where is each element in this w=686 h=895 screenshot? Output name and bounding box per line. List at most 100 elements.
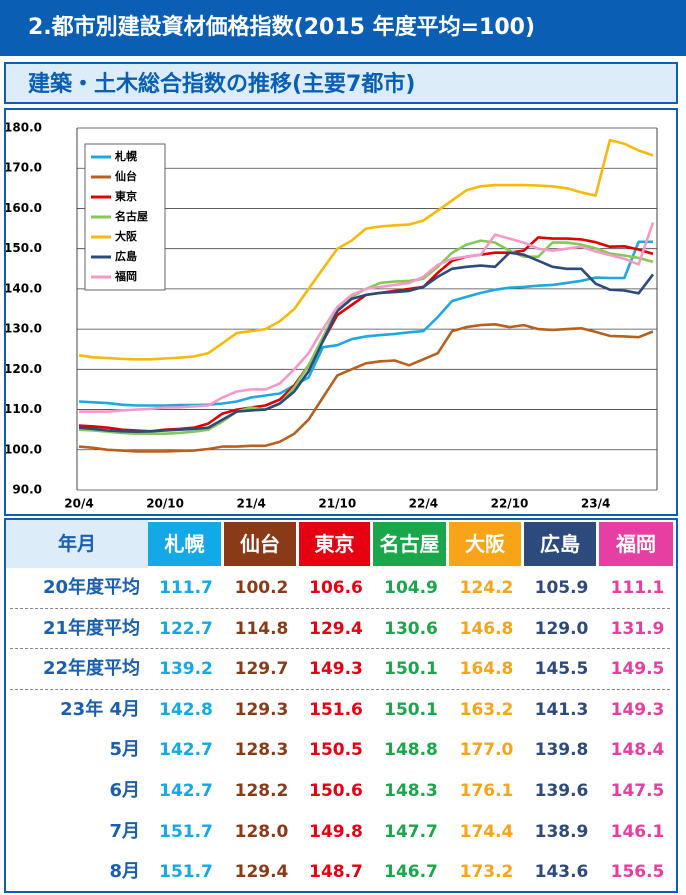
- column-header: 福岡: [599, 522, 673, 566]
- table-cell: 105.9: [534, 578, 589, 598]
- x-tick-label: 22/10: [491, 497, 529, 511]
- table-cell: 149.3: [610, 699, 665, 720]
- table-cell: 151.7: [159, 821, 213, 842]
- table-cell: 146.7: [384, 862, 438, 883]
- legend-label: 仙台: [115, 169, 137, 183]
- table-cell: 163.2: [459, 699, 514, 720]
- table-cell: 124.2: [459, 578, 514, 598]
- x-tick-label: 21/4: [236, 497, 265, 511]
- row-label: 20年度平均: [42, 577, 140, 598]
- row-divider: [10, 648, 670, 650]
- table-cell: 139.2: [159, 659, 213, 680]
- row-label: 6月: [109, 780, 140, 801]
- table-cell: 129.3: [234, 699, 289, 720]
- table-cell: 114.8: [234, 618, 289, 639]
- legend-label: 福岡: [114, 269, 137, 283]
- table-cell: 129.4: [309, 618, 363, 639]
- table-cell: 177.0: [459, 740, 514, 761]
- x-tick-label: 20/10: [146, 497, 184, 511]
- table-cell: 106.6: [309, 578, 363, 598]
- y-tick-label: 100.0: [6, 442, 42, 456]
- table-cell: 149.5: [610, 659, 665, 680]
- row-divider: [10, 688, 670, 690]
- legend-label: 東京: [115, 189, 137, 203]
- y-tick-label: 130.0: [6, 322, 42, 336]
- column-header: 東京: [299, 522, 370, 566]
- table-cell: 143.6: [534, 862, 589, 883]
- table-cell: 150.1: [384, 659, 438, 680]
- table-cell: 149.3: [309, 659, 363, 680]
- series-line: [78, 138, 654, 361]
- table-cell: 139.6: [534, 781, 589, 801]
- row-label: 23年 4月: [60, 698, 140, 720]
- legend-box: [84, 143, 166, 291]
- table-cell: 131.9: [610, 618, 665, 639]
- y-tick-label: 90.0: [12, 483, 42, 497]
- row-label: 5月: [109, 739, 140, 761]
- y-tick-label: 110.0: [6, 402, 42, 416]
- table-cell: 128.0: [234, 821, 289, 842]
- chart-frame: 90.0 100.0 110.0 120.0 130.0 140.0 150.0 160.0 1…: [4, 108, 678, 516]
- y-tick-label: 160.0: [6, 201, 42, 215]
- table-cell: 174.4: [459, 821, 514, 842]
- table: 年月 札幌 仙台 東京 名古屋 大阪 広島 福岡 20年度平均 111.7 100.2 106.6 10…: [4, 518, 678, 893]
- series-line: [78, 251, 655, 433]
- row-divider: [10, 607, 670, 609]
- row-label: 21年度平均: [42, 617, 140, 639]
- table-corner: 年月: [6, 520, 148, 568]
- table-cell: 146.8: [459, 618, 514, 639]
- table-cell: 156.5: [610, 862, 665, 883]
- table-cell: 129.0: [534, 618, 589, 639]
- column-header: 札幌: [148, 522, 221, 566]
- table-cell: 129.7: [234, 659, 289, 680]
- table-cell: 151.6: [309, 699, 363, 720]
- table-cell: 148.3: [384, 781, 438, 801]
- table-cell: 176.1: [459, 781, 514, 801]
- row-label: 22年度平均: [42, 658, 140, 680]
- table-cell: 104.9: [384, 578, 438, 598]
- column-header: 仙台: [224, 522, 296, 566]
- table-cell: 164.8: [459, 659, 514, 680]
- table-cell: 148.8: [384, 740, 438, 761]
- legend-label: 大阪: [115, 229, 138, 243]
- x-tick-label: 21/10: [318, 497, 356, 511]
- y-tick-label: 120.0: [6, 362, 42, 376]
- table-cell: 111.7: [159, 578, 213, 598]
- table-cell: 150.5: [309, 740, 363, 761]
- table-cell: 141.3: [534, 699, 589, 720]
- table-cell: 128.2: [234, 781, 289, 801]
- series-line: [79, 222, 655, 413]
- table-cell: 150.1: [384, 699, 438, 720]
- y-tick-label: 150.0: [6, 241, 42, 255]
- legend-label: 広島: [115, 249, 137, 263]
- table-cell: 151.7: [159, 862, 213, 883]
- column-header: 大阪: [449, 522, 521, 566]
- y-tick-label: 180.0: [6, 121, 42, 135]
- y-tick-label: 170.0: [6, 161, 42, 175]
- table-cell: 122.7: [159, 618, 213, 639]
- legend-label: 名古屋: [115, 209, 148, 223]
- subtitle: 建築・土木総合指数の推移(主要7都市): [4, 62, 678, 104]
- column-header: 名古屋: [373, 522, 446, 566]
- series-line: [78, 323, 654, 453]
- table-cell: 142.8: [159, 699, 213, 720]
- table-cell: 130.6: [384, 618, 438, 639]
- table-cell: 147.7: [384, 821, 438, 842]
- table-cell: 129.4: [234, 862, 289, 883]
- table-cell: 138.9: [534, 821, 589, 842]
- x-tick-label: 23/4: [581, 497, 610, 511]
- table-cell: 100.2: [234, 578, 289, 598]
- row-label: 8月: [109, 861, 140, 883]
- row-label: 7月: [109, 820, 140, 842]
- y-tick-label: 140.0: [6, 281, 42, 295]
- table-cell: 111.1: [610, 578, 665, 598]
- x-tick-label: 20/4: [64, 497, 93, 511]
- table-cell: 128.3: [234, 740, 289, 761]
- table-cell: 146.1: [610, 821, 665, 842]
- table-cell: 145.5: [534, 659, 589, 680]
- header-title: 2.都市別建設資材価格指数(2015 年度平均=100): [0, 0, 686, 56]
- table-cell: 148.7: [309, 862, 363, 883]
- legend-label: 札幌: [114, 149, 137, 163]
- table-cell: 148.4: [610, 740, 665, 761]
